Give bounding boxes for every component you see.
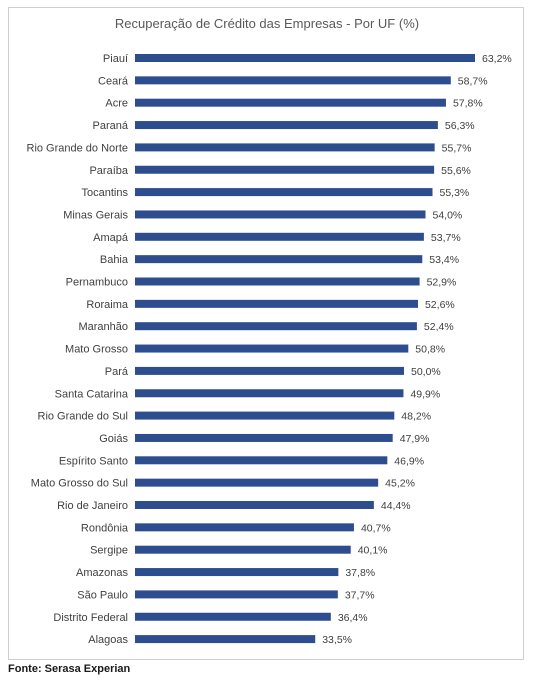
value-label: 54,0%: [433, 209, 463, 221]
category-label: Goiás: [99, 433, 128, 445]
value-label: 52,9%: [427, 277, 457, 289]
category-label: Santa Catarina: [55, 388, 129, 400]
value-label: 52,6%: [425, 299, 455, 311]
bar: [135, 568, 339, 577]
category-label: Tocantins: [82, 187, 129, 199]
bar: [135, 121, 438, 130]
bar: [135, 165, 435, 174]
category-label: Rondônia: [81, 522, 129, 534]
bar: [135, 478, 379, 487]
category-label: Espírito Santo: [59, 455, 128, 467]
category-label: Mato Grosso do Sul: [31, 478, 128, 490]
bar: [135, 501, 374, 509]
category-label: Acre: [105, 98, 128, 110]
value-label: 57,8%: [453, 98, 483, 110]
bar: [135, 411, 395, 420]
value-label: 36,4%: [338, 612, 368, 624]
category-label: Pernambuco: [66, 277, 128, 289]
bar-chart: Recuperação de Crédito das Empresas - Po…: [27, 16, 512, 646]
value-label: 50,0%: [411, 366, 441, 378]
bar: [135, 210, 426, 219]
category-label: Paraíba: [89, 165, 128, 177]
bar: [135, 255, 423, 264]
category-label: Mato Grosso: [65, 344, 128, 356]
value-label: 50,8%: [415, 344, 445, 356]
bars-layer: Piauí 63,2% Ceará 58,7% Acre 57,8% Paraná 56,3%…: [27, 53, 512, 646]
bar: [135, 590, 338, 599]
bar: [135, 545, 351, 554]
bar: [135, 54, 475, 62]
category-label: Bahia: [100, 254, 129, 266]
bar: [135, 277, 420, 286]
value-label: 46,9%: [394, 455, 424, 467]
chart-frame: Recuperação de Crédito das Empresas - Po…: [8, 7, 524, 660]
value-label: 58,7%: [458, 75, 488, 87]
value-label: 33,5%: [322, 634, 352, 646]
bar: [135, 635, 316, 644]
bar: [135, 299, 418, 308]
category-label: Paraná: [93, 120, 129, 132]
source-note: Fonte: Serasa Experian: [8, 663, 131, 675]
category-label: Piauí: [103, 53, 128, 65]
value-label: 55,7%: [442, 142, 472, 154]
bar: [135, 389, 404, 398]
bar: [135, 456, 388, 465]
category-label: Minas Gerais: [63, 209, 128, 221]
bar: [135, 344, 409, 353]
value-label: 53,4%: [429, 254, 459, 266]
category-label: Ceará: [98, 75, 129, 87]
category-label: Rio Grande do Norte: [27, 142, 129, 154]
category-label: Alagoas: [88, 634, 128, 646]
bar: [135, 366, 404, 375]
bar: [135, 76, 451, 85]
bar: [135, 143, 435, 152]
chart-title: Recuperação de Crédito das Empresas - Po…: [115, 16, 419, 31]
bar: [135, 433, 393, 442]
category-label: Amapá: [93, 232, 129, 244]
category-label: Roraima: [86, 299, 128, 311]
value-label: 47,9%: [400, 433, 430, 445]
value-label: 37,8%: [345, 567, 375, 579]
category-label: Sergipe: [90, 545, 128, 557]
value-label: 52,4%: [424, 321, 454, 333]
value-label: 63,2%: [482, 53, 512, 65]
bar: [135, 188, 433, 197]
category-label: São Paulo: [77, 589, 128, 601]
bar: [135, 612, 331, 621]
bar: [135, 322, 417, 331]
category-label: Rio de Janeiro: [57, 500, 128, 512]
value-label: 45,2%: [385, 478, 415, 490]
value-label: 40,1%: [358, 545, 388, 557]
value-label: 53,7%: [431, 232, 461, 244]
value-label: 37,7%: [345, 589, 375, 601]
category-label: Distrito Federal: [53, 612, 128, 624]
category-label: Amazonas: [76, 567, 128, 579]
category-label: Maranhão: [78, 321, 128, 333]
value-label: 55,3%: [440, 187, 470, 199]
category-label: Pará: [105, 366, 129, 378]
bar: [135, 523, 354, 532]
category-label: Rio Grande do Sul: [38, 411, 129, 423]
bar: [135, 98, 446, 107]
value-label: 56,3%: [445, 120, 475, 132]
value-label: 49,9%: [410, 388, 440, 400]
bar: [135, 232, 424, 241]
value-label: 40,7%: [361, 522, 391, 534]
value-label: 55,6%: [441, 165, 471, 177]
value-label: 44,4%: [381, 500, 411, 512]
value-label: 48,2%: [401, 411, 431, 423]
